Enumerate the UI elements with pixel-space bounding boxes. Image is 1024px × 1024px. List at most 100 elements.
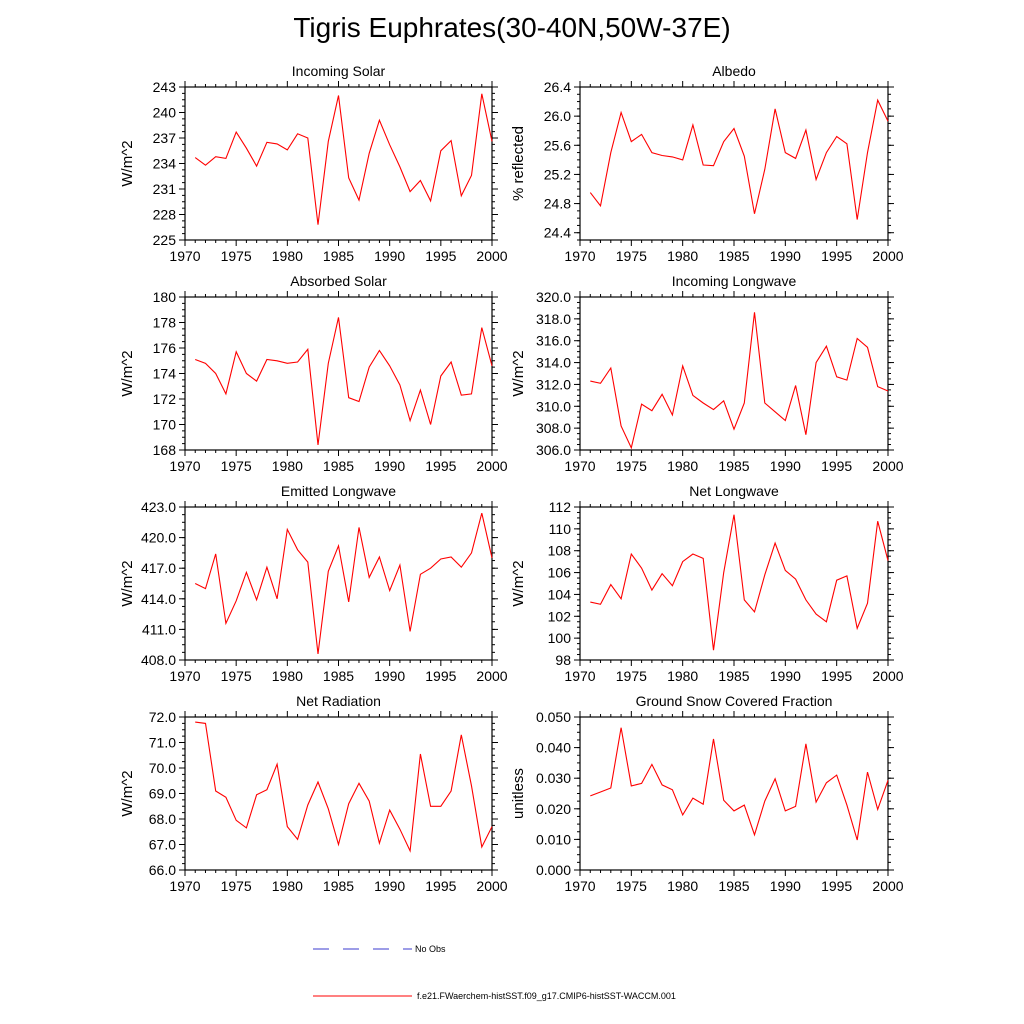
x-tick-label: 1985 bbox=[323, 878, 354, 894]
y-tick-label: 69.0 bbox=[149, 786, 176, 802]
y-tick-label: 72.0 bbox=[149, 709, 176, 725]
x-tick-label: 2000 bbox=[476, 248, 507, 264]
y-axis-label: W/m^2 bbox=[119, 560, 136, 606]
y-tick-label: 174 bbox=[153, 366, 177, 382]
x-tick-label: 1990 bbox=[374, 458, 405, 474]
x-tick-label: 1990 bbox=[770, 248, 801, 264]
x-tick-label: 1970 bbox=[564, 248, 595, 264]
x-tick-label: 1985 bbox=[718, 878, 749, 894]
plot-frame bbox=[184, 506, 493, 661]
series-line bbox=[195, 721, 493, 853]
y-tick-label: 106 bbox=[548, 565, 572, 581]
plot-frame bbox=[579, 506, 889, 661]
series-line bbox=[194, 93, 493, 225]
y-tick-label: 408.0 bbox=[141, 652, 176, 668]
x-tick-label: 1995 bbox=[425, 878, 456, 894]
y-tick-label: 316.0 bbox=[536, 333, 571, 349]
y-tick-label: 180 bbox=[153, 289, 177, 305]
panel-title: Albedo bbox=[712, 63, 756, 79]
y-tick-label: 417.0 bbox=[141, 560, 176, 576]
legend-no-obs-label: No Obs bbox=[415, 944, 446, 954]
x-tick-label: 1975 bbox=[221, 668, 252, 684]
x-tick-label: 1980 bbox=[667, 668, 698, 684]
x-tick-label: 1970 bbox=[564, 668, 595, 684]
x-tick-label: 1970 bbox=[169, 668, 200, 684]
x-tick-label: 2000 bbox=[872, 668, 903, 684]
x-tick-label: 1970 bbox=[169, 248, 200, 264]
panel-title: Net Radiation bbox=[296, 693, 381, 709]
y-axis-label: W/m^2 bbox=[119, 350, 136, 396]
x-tick-label: 1985 bbox=[718, 248, 749, 264]
x-tick-label: 2000 bbox=[872, 878, 903, 894]
series-line bbox=[589, 98, 889, 220]
y-tick-label: 110 bbox=[549, 521, 572, 537]
y-tick-label: 100 bbox=[548, 630, 572, 646]
x-tick-label: 1990 bbox=[770, 458, 801, 474]
x-tick-label: 1970 bbox=[564, 878, 595, 894]
y-tick-label: 108 bbox=[548, 543, 572, 559]
x-tick-label: 1980 bbox=[272, 878, 303, 894]
x-tick-label: 1990 bbox=[374, 248, 405, 264]
y-tick-label: 420.0 bbox=[141, 530, 176, 546]
y-axis-label: W/m^2 bbox=[119, 140, 136, 186]
y-tick-label: 310.0 bbox=[536, 398, 571, 414]
x-tick-label: 1970 bbox=[564, 458, 595, 474]
panel-4: 1970 1975 1980 1985 1990 1995 2000 306.0 308.0 31… bbox=[510, 273, 904, 474]
plot-frame bbox=[184, 86, 493, 241]
plot-frame bbox=[579, 86, 889, 241]
y-tick-label: 306.0 bbox=[536, 442, 571, 458]
x-tick-label: 1975 bbox=[616, 248, 647, 264]
x-tick-label: 1995 bbox=[821, 458, 852, 474]
panel-1: 1970 1975 1980 1985 1990 1995 2000 225 228 231 234… bbox=[119, 63, 508, 264]
series-line bbox=[195, 317, 493, 445]
panel-2: 1970 1975 1980 1985 1990 1995 2000 24.4 24.8 25.2… bbox=[510, 63, 904, 264]
x-tick-label: 2000 bbox=[476, 458, 507, 474]
panel-6: 1970 1975 1980 1985 1990 1995 2000 98 100 102 104 1… bbox=[510, 483, 904, 684]
x-tick-label: 1985 bbox=[718, 458, 749, 474]
x-tick-label: 1995 bbox=[821, 668, 852, 684]
y-tick-label: 231 bbox=[153, 181, 177, 197]
y-tick-label: 0.030 bbox=[536, 770, 571, 786]
y-tick-label: 243 bbox=[153, 79, 177, 95]
x-tick-label: 1980 bbox=[667, 878, 698, 894]
y-tick-label: 70.0 bbox=[149, 760, 176, 776]
x-tick-label: 1995 bbox=[425, 668, 456, 684]
x-tick-label: 1990 bbox=[374, 878, 405, 894]
plot-frame bbox=[579, 296, 889, 451]
plot-frame bbox=[579, 716, 889, 871]
y-tick-label: 26.4 bbox=[544, 79, 571, 95]
y-tick-label: 24.8 bbox=[544, 196, 571, 212]
x-tick-label: 1980 bbox=[667, 248, 698, 264]
y-tick-label: 71.0 bbox=[149, 735, 176, 751]
y-tick-label: 308.0 bbox=[536, 420, 571, 436]
panel-title: Net Longwave bbox=[689, 483, 779, 499]
x-tick-label: 1990 bbox=[374, 668, 405, 684]
x-tick-label: 1990 bbox=[770, 668, 801, 684]
panel-5: 1970 1975 1980 1985 1990 1995 2000 408.0 411.0 41… bbox=[119, 483, 508, 684]
y-tick-label: 102 bbox=[548, 608, 572, 624]
y-tick-label: 0.050 bbox=[536, 709, 571, 725]
y-axis-label: W/m^2 bbox=[119, 770, 136, 816]
x-tick-label: 1990 bbox=[770, 878, 801, 894]
y-tick-label: 411.0 bbox=[142, 621, 176, 637]
panel-title: Incoming Longwave bbox=[672, 273, 797, 289]
y-tick-label: 320.0 bbox=[536, 289, 571, 305]
y-tick-label: 0.000 bbox=[536, 862, 571, 878]
x-tick-label: 1975 bbox=[616, 878, 647, 894]
x-tick-label: 1980 bbox=[272, 668, 303, 684]
y-tick-label: 168 bbox=[153, 442, 177, 458]
x-tick-label: 1975 bbox=[221, 458, 252, 474]
x-tick-label: 2000 bbox=[872, 248, 903, 264]
y-tick-label: 225 bbox=[153, 232, 177, 248]
plot-frame bbox=[184, 716, 493, 871]
x-tick-label: 1980 bbox=[667, 458, 698, 474]
y-tick-label: 172 bbox=[153, 391, 177, 407]
panel-title: Absorbed Solar bbox=[290, 273, 387, 289]
y-tick-label: 0.020 bbox=[536, 801, 571, 817]
y-tick-label: 0.010 bbox=[536, 831, 571, 847]
y-tick-label: 178 bbox=[153, 315, 177, 331]
x-tick-label: 1985 bbox=[323, 248, 354, 264]
legend-series-label: f.e21.FWaerchem-histSST.f09_g17.CMIP6-hi… bbox=[417, 991, 676, 1001]
panel-8: 1970 1975 1980 1985 1990 1995 2000 0.000 0.010 0.… bbox=[510, 693, 904, 894]
